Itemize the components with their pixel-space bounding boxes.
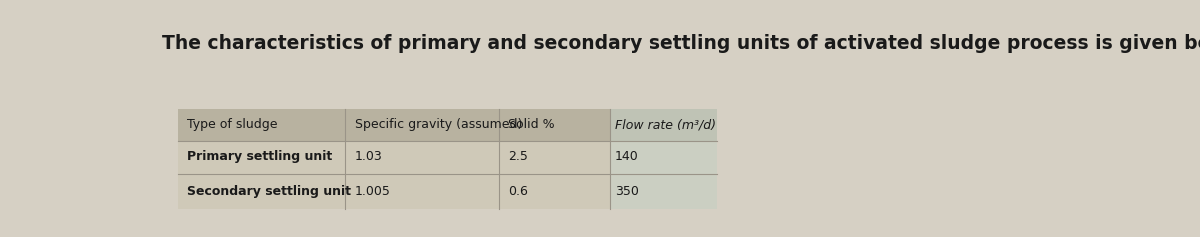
Text: 1.03: 1.03 [355,150,383,164]
Text: Type of sludge: Type of sludge [187,118,277,131]
Text: Flow rate (m³/d): Flow rate (m³/d) [616,118,716,131]
Text: Secondary settling unit: Secondary settling unit [187,185,352,197]
Text: Specific gravity (assumed): Specific gravity (assumed) [355,118,522,131]
Text: Solid %: Solid % [508,118,554,131]
Text: 350: 350 [616,185,638,197]
Text: 2.5: 2.5 [508,150,528,164]
Text: The characteristics of primary and secondary settling units of activated sludge : The characteristics of primary and secon… [162,34,1200,53]
Text: 1.005: 1.005 [355,185,390,197]
FancyBboxPatch shape [178,109,718,209]
FancyBboxPatch shape [178,109,718,141]
Text: Primary settling unit: Primary settling unit [187,150,332,164]
Text: 0.6: 0.6 [508,185,528,197]
FancyBboxPatch shape [611,109,718,209]
Text: 140: 140 [616,150,638,164]
